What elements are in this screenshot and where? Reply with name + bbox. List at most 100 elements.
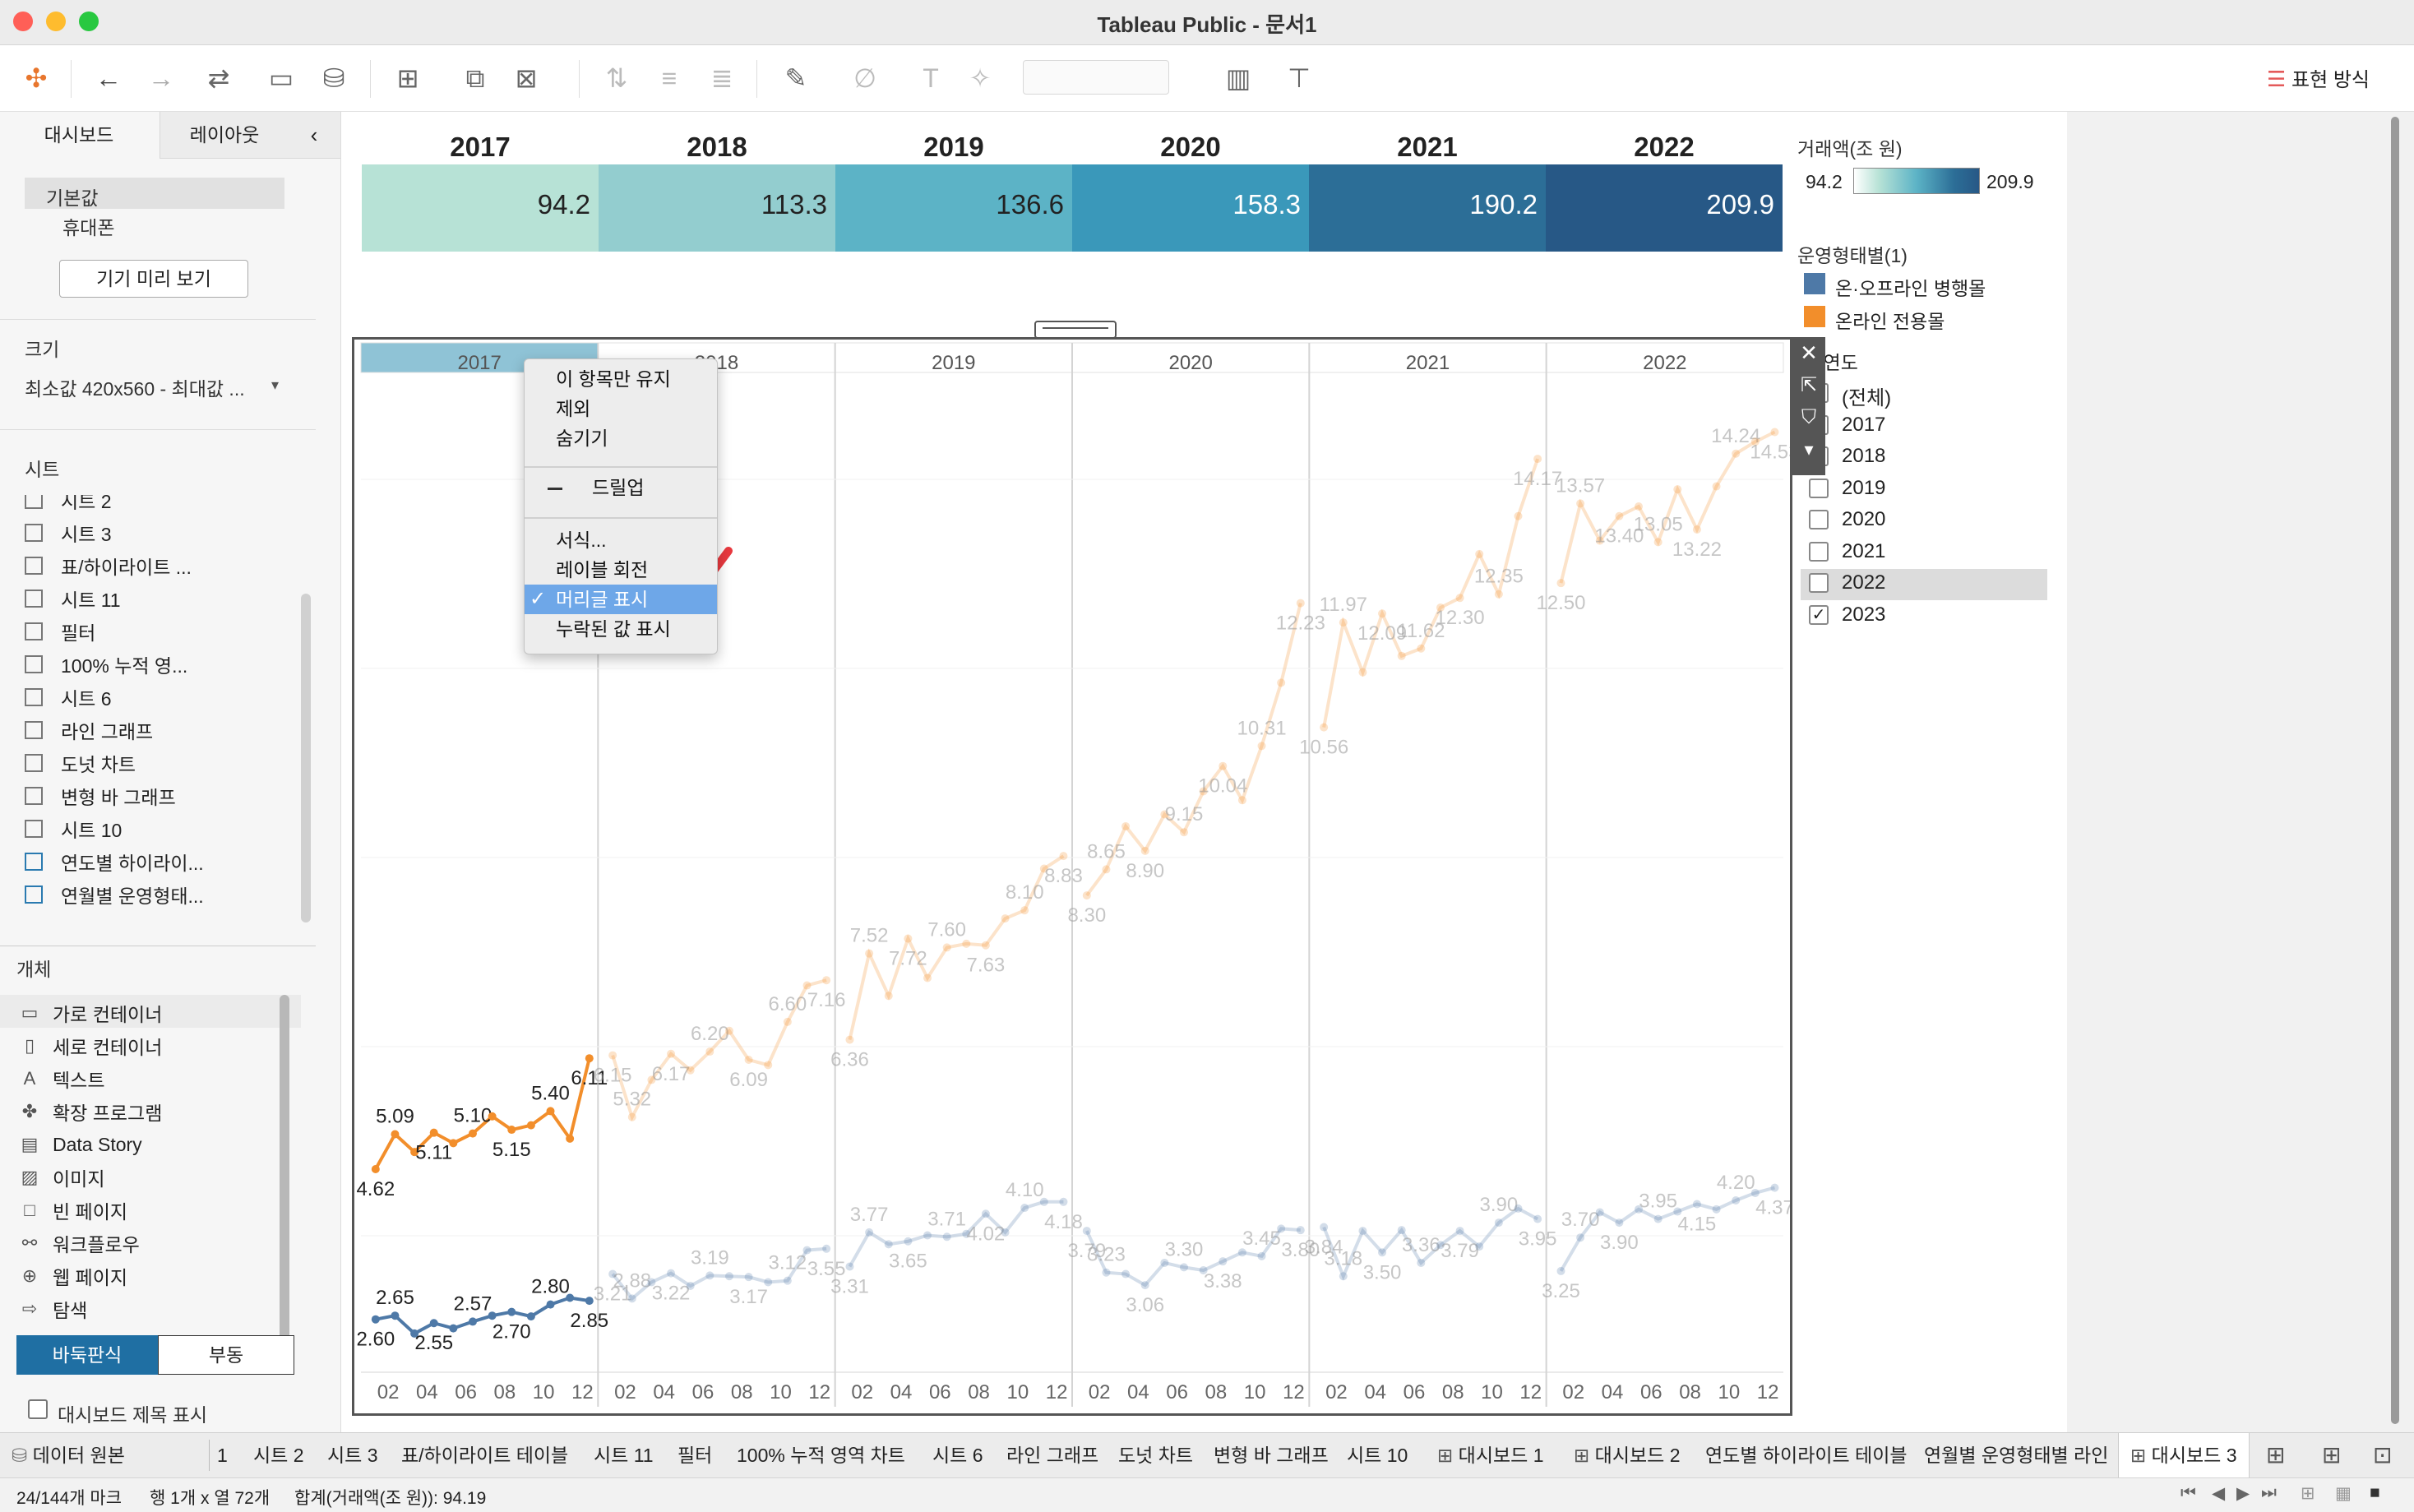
use-as-filter-icon[interactable]: ⛉ [1801, 406, 1816, 428]
series-swatch[interactable] [1804, 273, 1825, 294]
filter-checkbox[interactable] [1809, 541, 1829, 562]
chevron-down-icon[interactable]: ▾ [271, 377, 280, 393]
pin-icon[interactable]: ✧ [969, 63, 992, 93]
series-legend-item[interactable]: 온라인 전용몰 [1835, 311, 1945, 332]
tab-dashboard[interactable]: ⊞ 대시보드 1 [1437, 1445, 1544, 1466]
tab-sheet[interactable]: 필터 [677, 1445, 713, 1466]
filter-item-label[interactable]: 2019 [1842, 476, 1886, 499]
redo-icon[interactable]: → [148, 63, 174, 93]
table-cell[interactable]: 136.6 [835, 164, 1072, 252]
size-dropdown[interactable]: 최소값 420x560 - 최대값 ... [25, 378, 245, 400]
label-icon[interactable]: T [923, 63, 939, 93]
device-phone[interactable]: 휴대폰 [62, 217, 115, 238]
new-dashboard-tab-icon[interactable]: ⊞ [2322, 1442, 2342, 1468]
remove-icon[interactable]: ✕ [1800, 340, 1818, 365]
sheet-item[interactable]: 필터 [25, 615, 95, 648]
tab-sheet[interactable]: 시트 2 [253, 1445, 304, 1466]
filter-item-label[interactable]: (전체) [1842, 387, 1892, 409]
filter-checkbox[interactable]: ✓ [1809, 604, 1829, 625]
menu-item-format[interactable]: 서식... [556, 529, 607, 551]
replace-data-icon[interactable]: ⇄ [207, 63, 230, 93]
close-window-button[interactable] [13, 12, 33, 31]
group-icon[interactable]: ∅ [853, 63, 876, 93]
first-sheet-icon[interactable]: ⏮ [2180, 1483, 2196, 1502]
tabs-view-icon[interactable]: ■ [2370, 1483, 2380, 1502]
menu-item-show-missing[interactable]: 누락된 값 표시 [556, 618, 671, 640]
more-options-icon[interactable]: ▾ [1804, 439, 1814, 460]
tab-sheet[interactable]: 연도별 하이라이트 테이블 [1705, 1445, 1908, 1466]
new-worksheet-icon[interactable]: ⊞ [396, 63, 419, 93]
minimize-window-button[interactable] [46, 12, 66, 31]
line-chart-frame[interactable] [352, 337, 1792, 1416]
table-cell[interactable]: 113.3 [599, 164, 835, 252]
year-header[interactable]: 2019 [923, 132, 984, 162]
tab-sheet[interactable]: 표/하이라이트 테이블 [401, 1445, 569, 1466]
swap-icon[interactable]: ⇅ [605, 63, 628, 93]
new-worksheet-tab-icon[interactable]: ⊞ [2266, 1442, 2286, 1468]
sheet-item[interactable]: 시트 6 [25, 681, 112, 714]
table-cell[interactable]: 190.2 [1309, 164, 1546, 252]
filter-item-label[interactable]: 2023 [1842, 603, 1886, 626]
sheet-item[interactable]: 변형 바 그래프 [25, 779, 176, 812]
tab-data-source[interactable]: ⛁ 데이터 원본 [12, 1445, 125, 1466]
sheet-item[interactable]: 시트 2 [25, 495, 112, 516]
highlight-icon[interactable]: ✎ [784, 63, 807, 93]
presentation-mode-icon[interactable]: ⊤ [1288, 63, 1311, 93]
filter-item-label[interactable]: 2017 [1842, 413, 1886, 436]
save-icon[interactable]: ▭ [268, 63, 294, 93]
menu-item-show-header[interactable]: ✓ 머리글 표시 [525, 585, 717, 614]
tab-sheet[interactable]: 연월별 운영형태별 라인 [1924, 1445, 2109, 1466]
panel-header-label[interactable]: 2022 [1643, 352, 1686, 374]
object-image[interactable]: ▨ 이미지 [21, 1167, 105, 1190]
duplicate-sheet-icon[interactable]: ⧉ [465, 63, 485, 93]
new-data-source-icon[interactable]: ⛁ [322, 63, 345, 93]
go-to-sheet-icon[interactable]: ⇱ [1800, 374, 1818, 396]
panel-header-label[interactable]: 2019 [932, 352, 975, 374]
object-horizontal-container[interactable]: ▭ 가로 컨테이너 [21, 1002, 163, 1025]
tiled-button[interactable]: 바둑판식 [16, 1335, 158, 1375]
filter-checkbox[interactable] [1809, 573, 1829, 593]
tab-sheet[interactable]: 시트 10 [1347, 1445, 1408, 1466]
panel-header-label[interactable]: 2020 [1168, 352, 1212, 374]
fit-dropdown[interactable] [1023, 60, 1169, 95]
device-default-row[interactable] [25, 178, 284, 209]
tab-dashboard-active[interactable]: ⊞ 대시보드 3 [2118, 1433, 2250, 1477]
tab-sheet[interactable]: 변형 바 그래프 [1214, 1445, 1329, 1466]
undo-icon[interactable]: ← [95, 63, 122, 93]
year-header[interactable]: 2021 [1397, 132, 1458, 162]
tab-sheet[interactable]: 시트 11 [594, 1445, 654, 1466]
object-blank[interactable]: □ 빈 페이지 [20, 1194, 127, 1227]
last-sheet-icon[interactable]: ⏭ [2261, 1483, 2277, 1502]
floating-button[interactable]: 부동 [158, 1335, 294, 1375]
tab-dashboard[interactable]: 대시보드 [0, 112, 158, 160]
clear-sheet-icon[interactable]: ⊠ [515, 63, 538, 93]
filter-checkbox[interactable] [1809, 478, 1829, 498]
vertical-scrollbar[interactable] [2388, 112, 2402, 1427]
sheet-item[interactable]: 100% 누적 영... [25, 648, 187, 681]
sheet-item[interactable]: 표/하이라이트 ... [25, 549, 192, 582]
table-cell[interactable]: 94.2 [362, 164, 599, 252]
show-title-checkbox[interactable] [28, 1399, 48, 1419]
object-navigation[interactable]: ⇨ 탐색 [20, 1292, 88, 1325]
object-web-page[interactable]: ⊕ 웹 페이지 [20, 1260, 127, 1292]
next-sheet-icon[interactable]: ▶ [2236, 1484, 2250, 1503]
filter-item-label[interactable]: 2022 [1842, 571, 1886, 594]
zoom-window-button[interactable] [79, 12, 99, 31]
menu-item-drill-up[interactable]: 드릴업 [525, 473, 717, 502]
device-preview-button[interactable]: 기기 미리 보기 [59, 260, 248, 298]
menu-item-exclude[interactable]: 제외 [556, 398, 591, 419]
tab-dashboard[interactable]: ⊞ 대시보드 2 [1574, 1445, 1681, 1466]
sheet-item[interactable]: 연월별 운영형태... [25, 878, 204, 911]
year-header[interactable]: 2017 [450, 132, 511, 162]
sort-descending-icon[interactable]: ≣ [710, 63, 733, 93]
tab-sheet[interactable]: 라인 그래프 [1006, 1445, 1099, 1466]
objects-scrollbar[interactable] [280, 995, 289, 1353]
tab-sheet[interactable]: 100% 누적 영역 차트 [737, 1445, 905, 1466]
menu-item-keep-only[interactable]: 이 항목만 유지 [556, 368, 671, 390]
series-legend-item[interactable]: 온·오프라인 병행몰 [1835, 278, 1986, 299]
sheet-item[interactable]: 라인 그래프 [25, 714, 153, 747]
tab-sheet[interactable]: 시트 6 [932, 1445, 983, 1466]
sheet-list-scrollbar[interactable] [301, 594, 311, 922]
tab-layout[interactable]: 레이아웃 [160, 112, 289, 159]
show-cards-icon[interactable]: ▥ [1225, 63, 1251, 93]
